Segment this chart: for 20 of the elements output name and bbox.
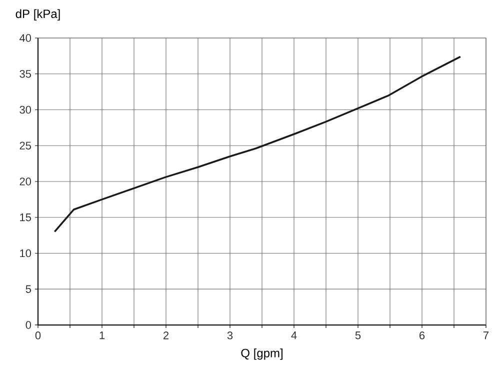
x-axis-title: Q [gpm] [241,348,282,360]
y-tick-label: 40 [19,34,32,42]
x-tick-label: 7 [484,332,489,340]
x-tick-label: 4 [291,332,297,340]
y-tick-label: 30 [20,106,32,114]
y-tick-label: 20 [20,178,32,186]
x-tick-label: 0 [35,332,41,340]
y-tick-label: 15 [20,214,31,222]
x-tick-label: 2 [163,332,169,340]
x-tick-label: 5 [355,332,361,340]
x-tick-label: 6 [420,332,425,340]
y-axis-title: dP [kPa] [16,9,60,20]
y-tick-label: 5 [26,285,32,293]
x-tick-label: 3 [227,332,233,340]
x-tick-label: 1 [100,332,105,340]
y-tick-label: 25 [20,142,31,150]
y-tick-label: 10 [20,249,32,258]
line-series [54,56,462,233]
y-tick-label: 0 [26,321,32,329]
y-tick-label: 35 [20,70,31,78]
